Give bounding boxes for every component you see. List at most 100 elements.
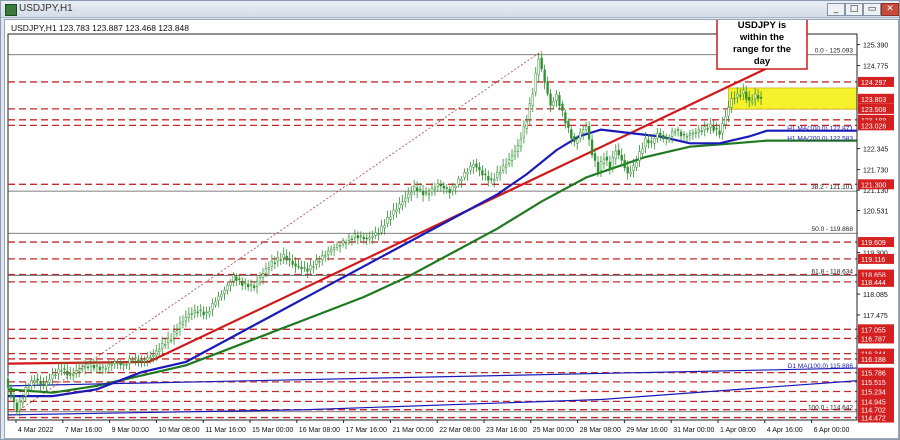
time-tick-label: 4 Apr 16:00 [767,427,803,434]
candle-body [368,236,371,240]
price-chart[interactable]: 0.0 - 125.093 38.2 - 121.101 50.0 - 119.86… [5,20,898,438]
candle-body [478,166,481,171]
price-badge-label: 116.787 [861,336,886,343]
candle-body [700,130,703,132]
candle-body [424,192,428,194]
candle-body [282,253,285,258]
candle-body [582,129,585,134]
time-tick-label: 6 Apr 00:00 [814,427,850,434]
price-tick-label: 121.130 [863,188,888,195]
fib-level-label: 0.0 - 125.093 [815,48,854,55]
candle-body [436,183,440,188]
price-badge [858,348,894,359]
candle-body [252,285,256,289]
maximize-button[interactable]: ▭ [863,3,881,16]
candle-body [573,136,576,142]
candle-body [63,368,66,370]
daily-range-box [728,87,858,110]
price-badge-label: 121.300 [861,182,886,189]
candle-body [454,186,457,188]
time-tick-label: 29 Mar 16:00 [626,427,667,434]
candle-body [410,192,413,195]
fib-level-label: 61.8 - 118.634 [812,268,854,275]
candle-body [656,132,659,139]
candle-body [430,187,434,193]
price-tick-label: 122.345 [863,147,888,154]
annotation-line-3: range for the [733,44,791,55]
fib-level-label: 38.2 - 121.101 [811,184,853,191]
candle-body [255,281,259,288]
candle-body [18,400,22,411]
candle-body [507,159,511,165]
candle-body [745,91,748,100]
candle-body [584,126,588,130]
candle-body [21,397,24,404]
price-badge-label: 114.472 [861,416,886,423]
candle-body [347,236,351,241]
candle-body [24,386,27,397]
candle-body [427,193,431,195]
candle-body [6,378,10,388]
candle-body [356,235,360,239]
candle-body [161,343,164,349]
candle-body [451,185,454,192]
candle-body [724,116,727,125]
candle-body [632,165,635,171]
candle-body [413,185,416,192]
time-tick-label: 23 Mar 16:00 [486,427,527,434]
chart-area[interactable]: 0.0 - 125.093 38.2 - 121.101 50.0 - 119.86… [4,19,899,439]
candle-body [496,171,499,178]
candle-body [137,359,140,363]
candle-body [570,129,573,139]
candle-body [472,164,475,168]
time-tick-label: 9 Mar 00:00 [112,427,149,434]
ma-label: H1 MA(100,0) 122.871 [787,126,853,133]
price-tick-label: 121.730 [863,168,888,175]
candle-body [679,131,683,137]
minimize-button[interactable]: _ [827,3,845,16]
d1-ma100-line [7,367,858,387]
price-badge [858,353,894,364]
candle-body [670,130,674,137]
price-badge-label: 123.508 [861,107,886,114]
d1-ma-line-lower [7,380,858,416]
time-tick-label: 7 Mar 16:00 [65,427,102,434]
candle-body [54,374,57,377]
price-badge-label: 123.803 [861,97,886,104]
candle-body [110,364,113,366]
candle-body [404,197,407,202]
candle-body [119,362,122,366]
candle-body [415,187,419,192]
candle-body [401,201,404,206]
candle-body [113,361,116,364]
candle-body [694,132,697,134]
price-tick-label: 117.475 [863,313,888,320]
candle-body [727,107,730,117]
restore-button[interactable]: □ [845,3,863,16]
candle-body [543,69,546,83]
candle-body [267,267,271,270]
price-badge [858,396,894,407]
candle-body [742,89,745,95]
candle-body [676,129,680,131]
price-badge [858,253,894,264]
candle-body [540,57,543,69]
candle-body [152,355,155,358]
candle-body [371,236,374,238]
candle-body [285,255,288,261]
candle-body [95,364,99,367]
candle-body [181,321,185,325]
candle-body [303,267,306,269]
candle-body [623,160,626,169]
candle-body [493,179,496,182]
close-button[interactable]: ✕ [881,3,899,16]
candle-body [80,368,84,370]
candle-body [184,316,188,322]
candle-body [57,368,60,374]
candle-body [125,364,128,366]
candle-body [270,260,274,267]
price-badge [858,333,894,344]
ma-label: H1 MA(200,0) 122.583 [787,135,853,142]
candle-body [484,173,487,176]
candle-body [9,387,13,397]
